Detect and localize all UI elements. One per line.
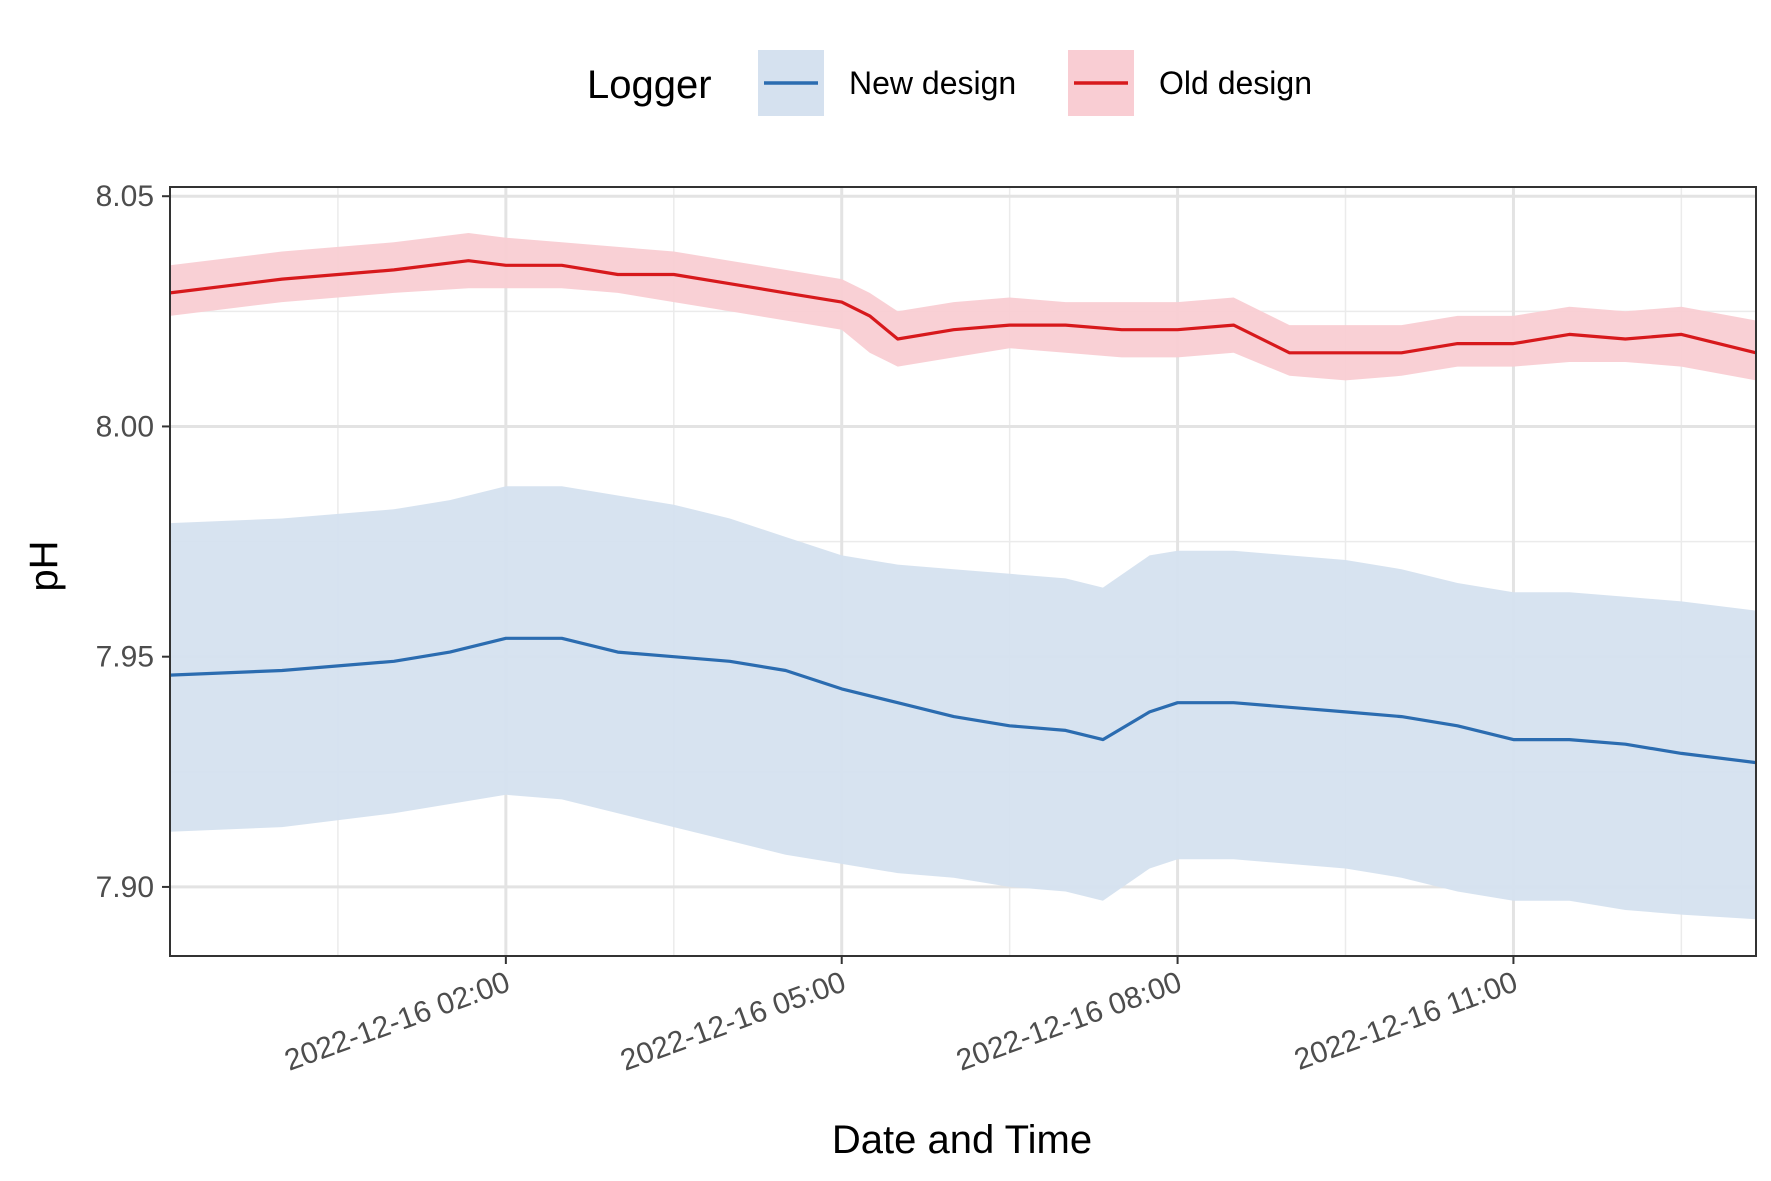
legend-title: Logger <box>587 63 712 107</box>
y-axis-title: pH <box>22 540 66 591</box>
x-axis: 2022-12-16 02:00 2022-12-16 05:00 2022-12-… <box>280 956 1522 1078</box>
series-lines <box>169 259 1757 765</box>
panel-border <box>169 186 1757 957</box>
ribbons <box>170 233 1756 920</box>
x-tick-label: 2022-12-16 11:00 <box>1290 966 1522 1077</box>
y-tick-label: 7.95 <box>96 641 154 674</box>
x-axis-title: Date and Time <box>832 1118 1092 1162</box>
series-line-new-design <box>169 636 1757 765</box>
series-line-old-design <box>169 259 1757 355</box>
ribbon-old-design <box>170 233 1756 381</box>
y-axis: 7.90 7.95 8.00 8.05 <box>96 180 170 904</box>
y-tick-label: 7.90 <box>96 871 154 904</box>
y-tick-label: 8.00 <box>96 410 154 443</box>
legend: Logger New design Old design <box>587 50 1312 116</box>
x-tick-label: 2022-12-16 02:00 <box>280 966 514 1078</box>
legend-label-old-design: Old design <box>1159 65 1312 101</box>
y-tick-label: 8.05 <box>96 180 154 213</box>
legend-label-new-design: New design <box>849 65 1016 101</box>
x-tick-label: 2022-12-16 05:00 <box>616 966 850 1078</box>
x-tick-label: 2022-12-16 08:00 <box>952 966 1186 1078</box>
plot-panel <box>169 186 1757 957</box>
ribbon-new-design <box>170 486 1756 920</box>
